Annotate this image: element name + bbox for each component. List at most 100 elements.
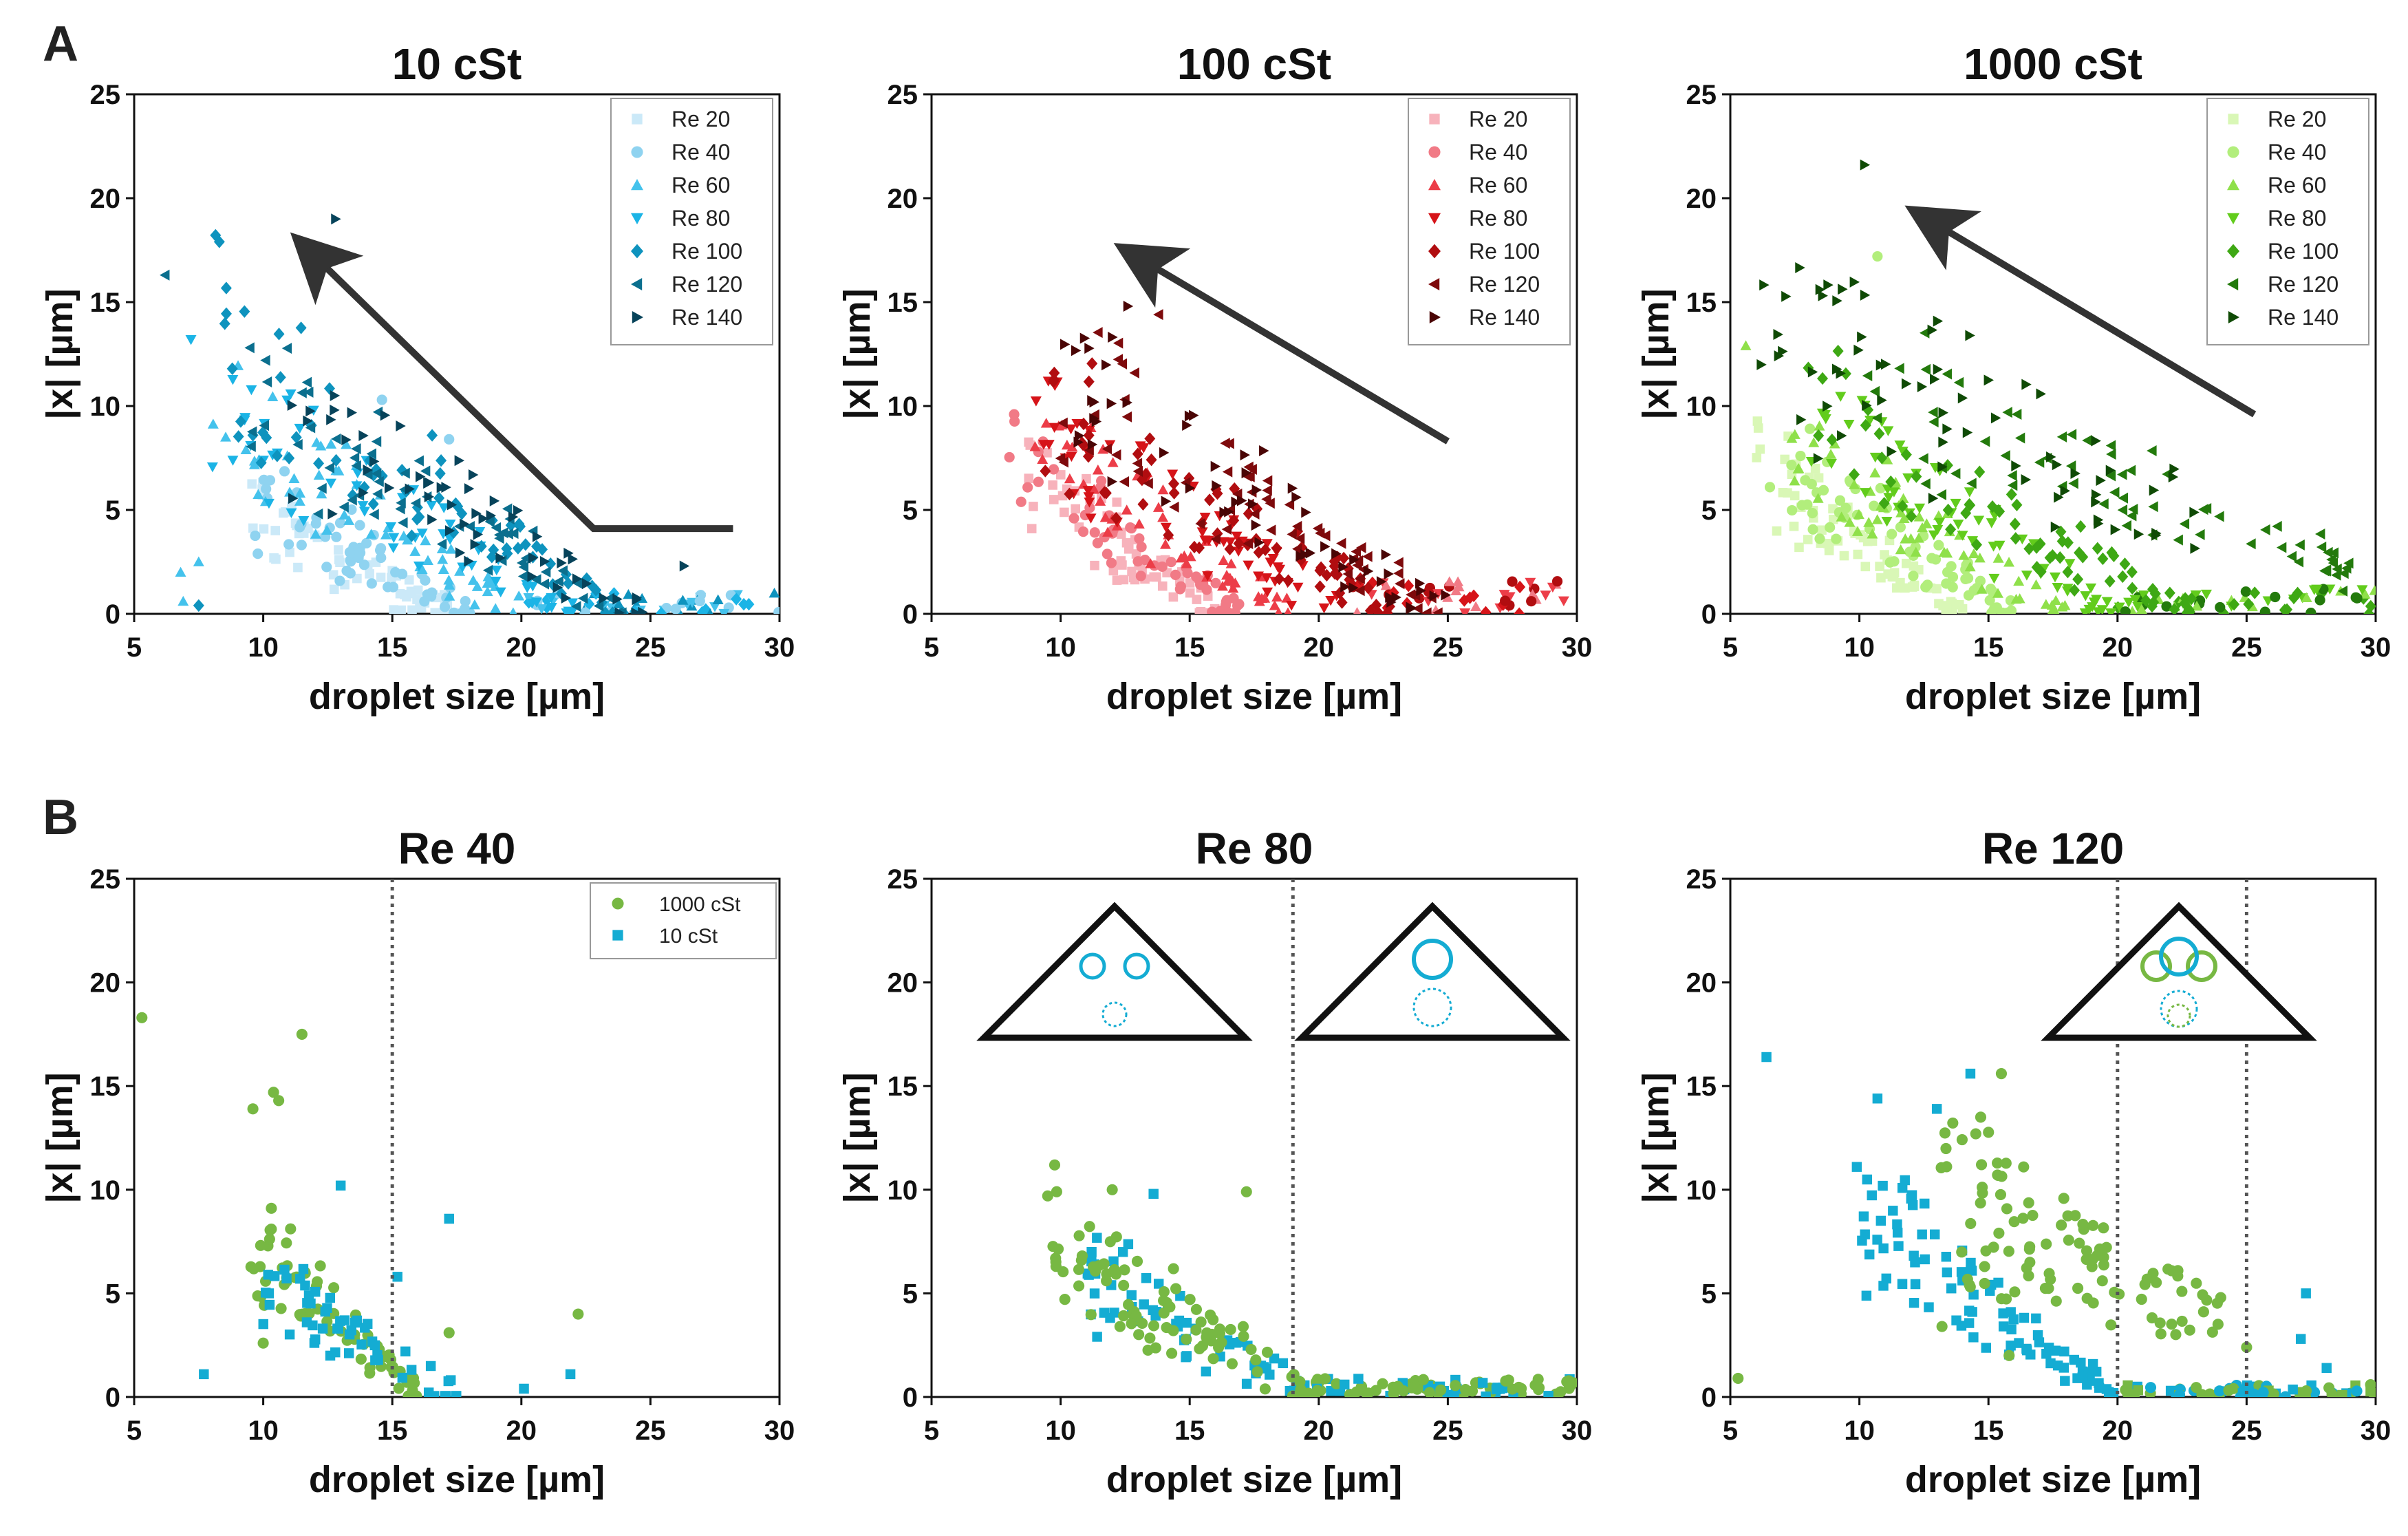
- data-point: [1913, 511, 1925, 522]
- data-point: [1957, 604, 1968, 614]
- data-point: [369, 1340, 380, 1351]
- data-point: [1089, 527, 1100, 538]
- tail-point: [541, 601, 552, 614]
- data-point: [1170, 569, 1181, 580]
- data-point: [444, 434, 455, 445]
- x-tick-label: 10: [1844, 1416, 1875, 1446]
- data-point: [295, 321, 307, 334]
- data-point: [1084, 1221, 1095, 1233]
- data-point: [2176, 1286, 2188, 1297]
- data-point: [312, 508, 323, 520]
- data-point: [1107, 457, 1119, 467]
- data-point: [1305, 547, 1316, 559]
- data-point: [1993, 1227, 2005, 1239]
- data-point: [1196, 1340, 1209, 1352]
- data-point: [1880, 359, 1891, 370]
- data-point: [2169, 603, 2180, 614]
- y-tick-label: 0: [105, 599, 120, 630]
- data-point: [2032, 1330, 2043, 1341]
- data-point: [1101, 443, 1112, 455]
- legend-marker: [1428, 146, 1441, 158]
- data-point: [2056, 1219, 2067, 1231]
- data-point: [1207, 606, 1218, 614]
- data-point: [612, 593, 623, 605]
- data-point: [1231, 496, 1241, 508]
- data-point: [358, 430, 369, 442]
- data-point: [2183, 603, 2195, 614]
- data-point: [301, 376, 312, 388]
- data-point: [1042, 448, 1052, 458]
- data-point: [553, 575, 563, 587]
- data-point: [1953, 376, 1964, 388]
- data-point: [1185, 578, 1195, 588]
- data-point: [1349, 554, 1359, 566]
- tail-point: [1353, 1374, 1364, 1384]
- data-point: [1968, 548, 1980, 559]
- data-point: [2052, 1361, 2063, 1371]
- data-point: [324, 462, 334, 473]
- series-re-100: [1803, 344, 2197, 614]
- data-point: [430, 608, 440, 614]
- data-point: [1872, 1235, 1882, 1245]
- data-point: [2276, 542, 2287, 553]
- data-point: [1909, 580, 1920, 590]
- data-point: [1895, 522, 1906, 533]
- y-tick-label: 5: [105, 1279, 120, 1309]
- data-point: [2060, 485, 2070, 497]
- data-point: [2003, 557, 2015, 567]
- y-tick-label: 20: [888, 184, 918, 214]
- data-point: [246, 440, 256, 452]
- data-point: [369, 456, 380, 467]
- data-point: [1941, 578, 1952, 589]
- data-point: [330, 404, 340, 416]
- x-tick-label: 10: [248, 1416, 279, 1446]
- tail-point: [1481, 1391, 1491, 1397]
- data-point: [429, 1391, 440, 1397]
- data-point: [1225, 537, 1236, 548]
- data-point: [572, 578, 583, 590]
- data-point: [331, 213, 341, 225]
- data-point: [244, 342, 255, 354]
- data-point: [1133, 518, 1145, 529]
- data-point: [1940, 1142, 1952, 1155]
- data-point: [1909, 1298, 1920, 1308]
- data-point: [530, 597, 542, 608]
- data-point: [1259, 445, 1269, 456]
- data-point: [259, 524, 269, 534]
- data-point: [508, 528, 519, 540]
- data-point: [1107, 476, 1118, 487]
- data-point: [1342, 568, 1353, 580]
- legend-marker: [1429, 114, 1440, 125]
- data-point: [1185, 551, 1196, 562]
- data-point: [1205, 1309, 1216, 1321]
- data-point: [2246, 538, 2256, 550]
- data-point: [1241, 1378, 1252, 1389]
- data-point: [1370, 598, 1382, 612]
- data-point: [2021, 570, 2032, 581]
- data-point: [1348, 582, 1359, 594]
- tail-point: [1459, 594, 1470, 607]
- data-point: [537, 543, 548, 556]
- data-point: [1294, 533, 1305, 544]
- legend-label: Re 80: [671, 206, 730, 231]
- x-tick-label: 15: [377, 1416, 408, 1446]
- data-point: [1867, 1190, 1877, 1201]
- x-tick-label: 20: [1304, 1416, 1335, 1446]
- series-10-cst: [1761, 1052, 2332, 1397]
- tail-point: [2301, 592, 2312, 602]
- data-point: [1979, 1277, 1990, 1290]
- legend-marker: [1428, 179, 1441, 191]
- data-point: [1907, 1199, 1918, 1210]
- data-point: [2027, 1209, 2039, 1222]
- y-tick-label: 10: [888, 1175, 918, 1206]
- data-point: [1166, 1347, 1178, 1359]
- data-point: [1222, 466, 1233, 478]
- tail-point: [2228, 1383, 2239, 1394]
- data-point: [1150, 1310, 1161, 1321]
- data-point: [443, 1327, 455, 1338]
- y-tick-label: 15: [1686, 1071, 1717, 1102]
- data-point: [2036, 388, 2046, 400]
- data-point: [1933, 510, 1944, 520]
